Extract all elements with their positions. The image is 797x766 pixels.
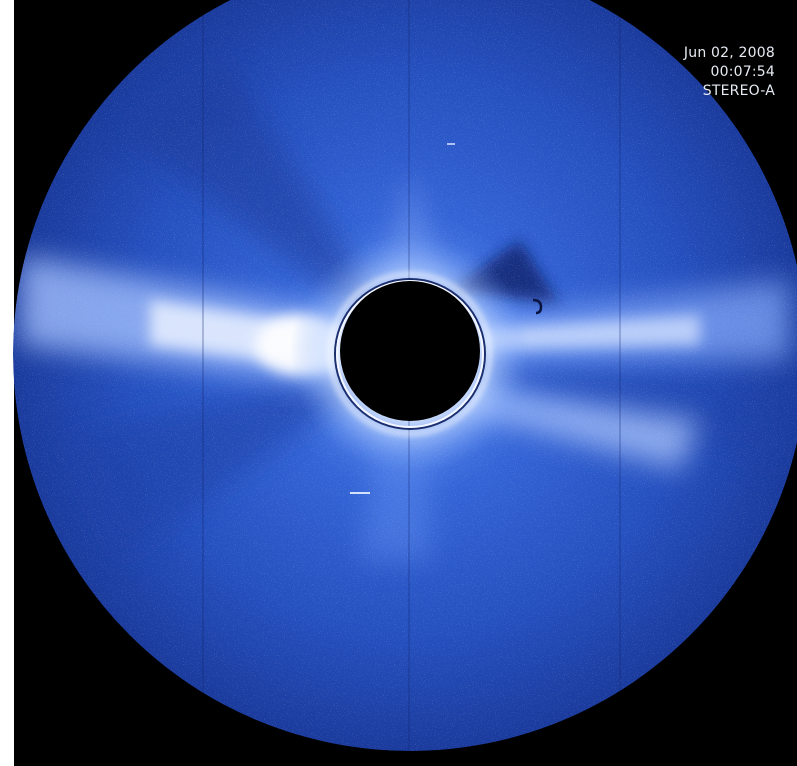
left-margin xyxy=(0,0,14,766)
timestamp-overlay: Jun 02, 2008 00:07:54 STEREO-A xyxy=(684,44,775,101)
hook-artifact xyxy=(532,298,543,315)
occulter-disk xyxy=(340,281,480,421)
date-label: Jun 02, 2008 xyxy=(683,45,775,61)
dash-artifact xyxy=(350,492,370,494)
dash-artifact-2 xyxy=(447,143,455,145)
occulter-ring-outer xyxy=(328,272,492,436)
occulter-ring-dark xyxy=(334,278,486,430)
time-label: 00:07:54 xyxy=(710,64,775,80)
observatory-label: STEREO-A xyxy=(702,83,775,99)
